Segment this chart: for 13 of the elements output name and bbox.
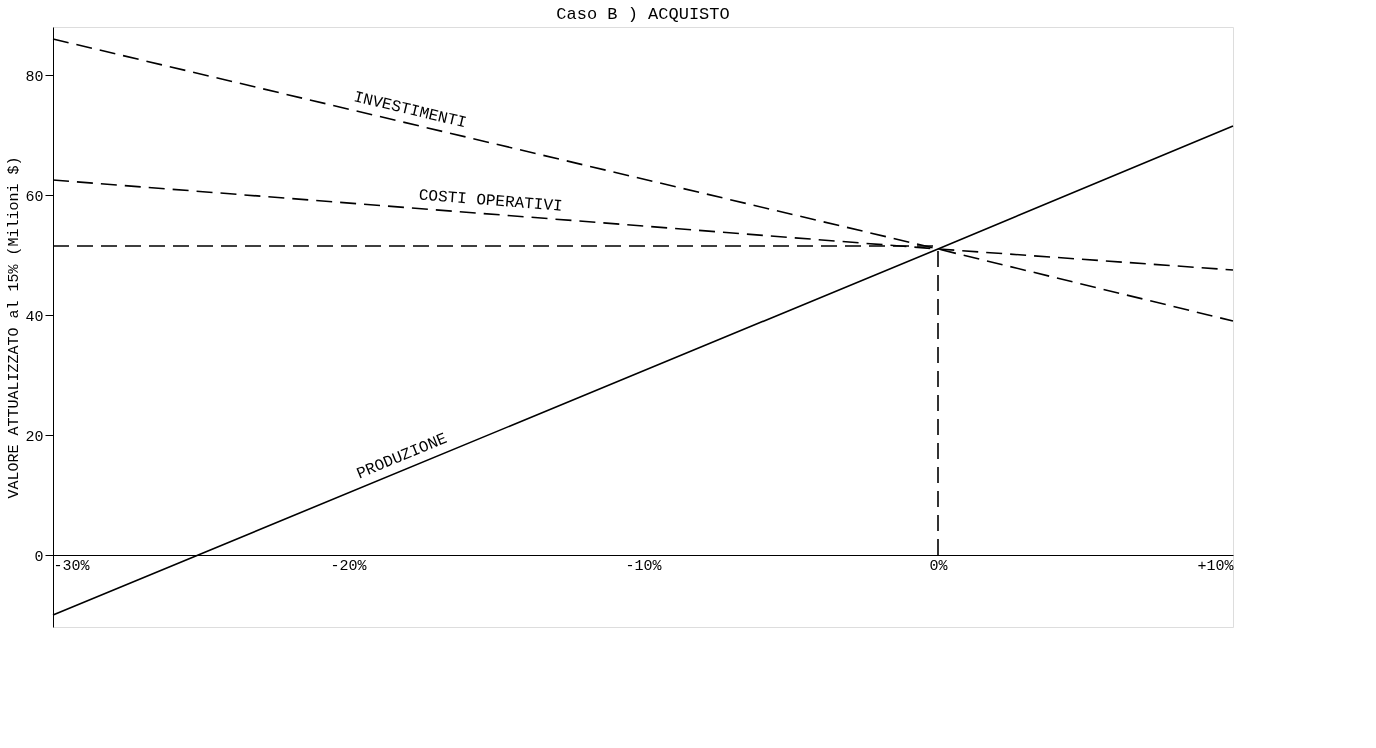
x-tick-label: 0% (929, 557, 949, 575)
y-axis-title: VALORE ATTUALIZZATO al 15% (Milioni $) (6, 156, 24, 499)
chart-title: Caso B ) ACQUISTO (556, 5, 730, 24)
y-tick-label: 20 (25, 428, 44, 446)
series-label: COSTI OPERATIVI (418, 186, 564, 216)
x-tick-label: -30% (53, 557, 91, 575)
y-tick-label: 60 (25, 188, 44, 206)
y-tick-label: 0 (34, 548, 44, 566)
y-tick-label: 40 (25, 308, 44, 326)
x-tick-label: +10% (1197, 557, 1235, 575)
x-tick-label: -20% (330, 557, 368, 575)
y-tick-label: 80 (25, 68, 44, 86)
x-tick-label: -10% (625, 557, 663, 575)
